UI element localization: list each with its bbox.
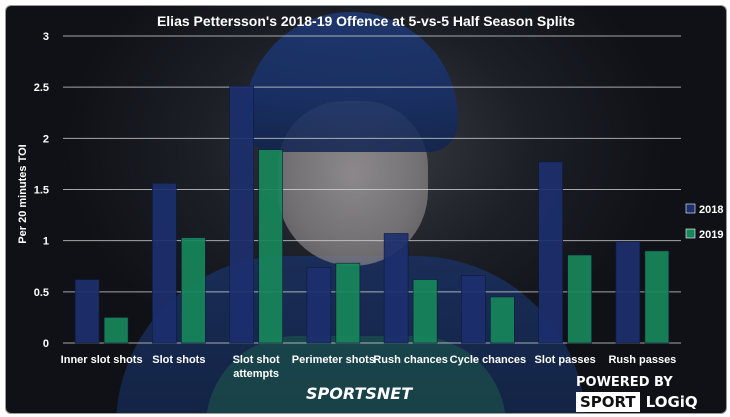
x-category-label-line: Perimeter shots (292, 354, 375, 366)
x-category-label-line: Cycle chances (450, 354, 526, 366)
chart-frame: Elias Pettersson's 2018-19 Offence at 5-… (5, 5, 727, 414)
y-axis-label: Per 20 minutes TOI (17, 144, 29, 243)
bar-2018-0 (74, 279, 100, 344)
x-category-label: Slot shots (152, 354, 205, 366)
sportlogiq-wordmark: SPORT LOGiQ (576, 392, 716, 412)
legend-swatch-2018 (685, 203, 696, 214)
y-tick-label: 3 (43, 31, 49, 43)
bar-2018-4 (383, 233, 409, 344)
y-tick-label: 0.5 (34, 287, 49, 299)
bar-2018-3 (306, 266, 332, 344)
x-category-label: Cycle chances (450, 354, 526, 366)
legend: 2018 2019 (685, 203, 723, 241)
x-category-label-line: Slot passes (535, 354, 596, 366)
bar-2018-5 (461, 275, 486, 344)
sportlogiq-sport-text: SPORT (576, 392, 640, 412)
x-category-label-line: Inner slot shots (61, 354, 143, 366)
y-tick-label: 1 (43, 236, 49, 248)
bar-2019-5 (490, 296, 515, 344)
x-category-label: Rush passes (608, 354, 676, 366)
x-category-label: Slot shot attempts (233, 354, 280, 380)
legend-label-2019: 2019 (699, 229, 723, 241)
bar-2018-6 (538, 161, 563, 344)
x-category-label-line: Rush passes (608, 354, 676, 366)
x-category-label: Inner slot shots (61, 354, 143, 366)
x-category-label: Rush chances (373, 354, 448, 366)
x-category-label-line: attempts (233, 368, 279, 380)
legend-label-2018: 2018 (699, 204, 723, 216)
y-tick-label: 2.5 (34, 82, 49, 94)
legend-swatch-2019 (685, 228, 696, 239)
bars (74, 85, 670, 344)
bar-2019-0 (103, 317, 129, 344)
sportsnet-logo: SPORTSNET (306, 384, 413, 403)
chart-title: Elias Pettersson's 2018-19 Offence at 5-… (157, 13, 575, 29)
bar-2018-1 (152, 183, 177, 344)
x-category-label-line: Rush chances (373, 354, 448, 366)
sportlogiq-logo: POWERED BY SPORT LOGiQ (576, 375, 716, 412)
y-tick-label: 1.5 (34, 185, 49, 197)
bar-2019-1 (181, 237, 206, 344)
y-tick-label: 2 (43, 133, 49, 145)
bar-chart: Elias Pettersson's 2018-19 Offence at 5-… (17, 13, 723, 380)
sportlogiq-logiq-text: LOGiQ (645, 393, 698, 411)
x-category-label-line: Slot shots (152, 354, 205, 366)
bar-2019-2 (258, 149, 283, 344)
bar-2019-7 (644, 250, 670, 344)
bar-2019-4 (412, 279, 438, 344)
x-category-label: Perimeter shots (292, 354, 375, 366)
bar-2019-3 (335, 262, 361, 344)
bar-2019-6 (567, 254, 592, 344)
bar-2018-2 (229, 85, 254, 344)
x-category-label: Slot passes (535, 354, 596, 366)
y-tick-label: 0 (43, 338, 49, 350)
background-photo-jersey-stripe (206, 336, 506, 413)
bar-2018-7 (615, 241, 641, 344)
axis-labels: 0 0.5 1 1.5 2 2.5 3 Inner slot shots Slot shots S… (34, 31, 677, 380)
powered-by-text: POWERED BY (576, 375, 673, 390)
x-category-label-line: Slot shot (233, 354, 280, 366)
